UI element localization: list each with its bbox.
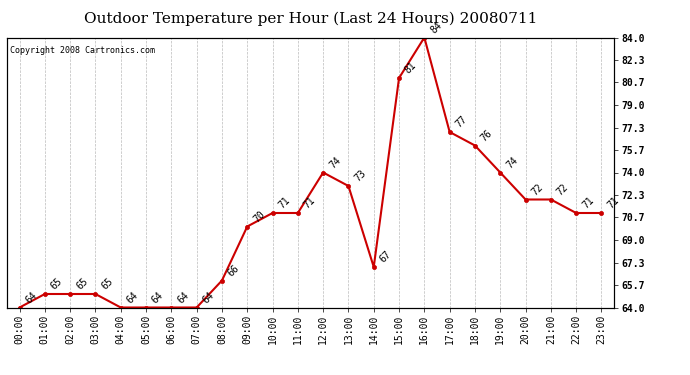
Text: Outdoor Temperature per Hour (Last 24 Hours) 20080711: Outdoor Temperature per Hour (Last 24 Ho… <box>83 11 538 26</box>
Text: 65: 65 <box>99 276 115 292</box>
Text: 70: 70 <box>251 209 267 224</box>
Text: 64: 64 <box>125 290 140 305</box>
Text: Copyright 2008 Cartronics.com: Copyright 2008 Cartronics.com <box>10 46 155 55</box>
Text: 67: 67 <box>378 249 393 265</box>
Text: 84: 84 <box>428 20 444 35</box>
Text: 71: 71 <box>580 195 595 211</box>
Text: 72: 72 <box>530 182 545 197</box>
Text: 73: 73 <box>353 168 368 184</box>
Text: 74: 74 <box>504 155 520 170</box>
Text: 65: 65 <box>75 276 90 292</box>
Text: 64: 64 <box>23 290 39 305</box>
Text: 71: 71 <box>606 195 621 211</box>
Text: 64: 64 <box>175 290 191 305</box>
Text: 81: 81 <box>403 60 419 76</box>
Text: 74: 74 <box>327 155 343 170</box>
Text: 64: 64 <box>150 290 166 305</box>
Text: 65: 65 <box>49 276 64 292</box>
Text: 72: 72 <box>555 182 571 197</box>
Text: 77: 77 <box>454 114 469 130</box>
Text: 71: 71 <box>302 195 317 211</box>
Text: 76: 76 <box>479 128 495 143</box>
Text: 66: 66 <box>226 263 242 278</box>
Text: 71: 71 <box>277 195 292 211</box>
Text: 64: 64 <box>201 290 216 305</box>
